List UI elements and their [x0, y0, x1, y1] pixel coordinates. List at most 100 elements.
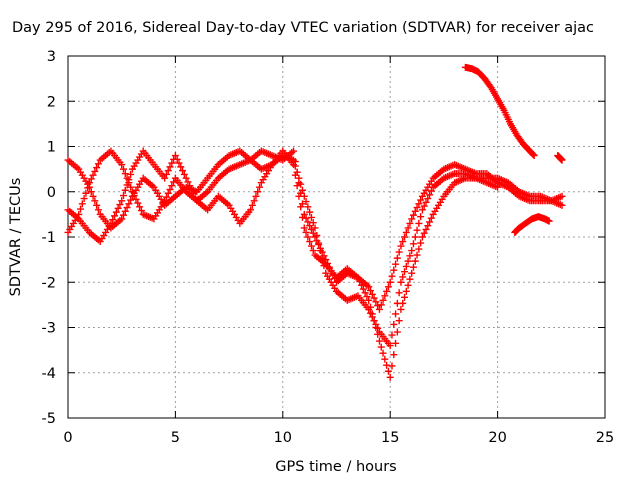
y-axis-label: SDTVAR / TECUs — [8, 178, 24, 297]
data-point-marker — [399, 273, 407, 281]
data-point-marker — [171, 152, 179, 160]
data-point-marker — [558, 192, 566, 200]
data-point-marker — [354, 274, 362, 282]
data-point-marker — [85, 179, 93, 187]
data-point-marker — [118, 215, 126, 223]
data-point-marker — [361, 289, 369, 297]
data-point-marker — [82, 189, 90, 197]
data-point-marker — [393, 254, 401, 262]
data-point-marker — [383, 287, 391, 295]
data-point-marker — [358, 281, 366, 289]
y-tick-label: -2 — [42, 275, 56, 291]
data-point-marker — [89, 171, 97, 179]
data-point-marker — [309, 247, 317, 255]
data-point-marker — [404, 224, 412, 232]
data-point-marker — [392, 310, 400, 318]
data-point-marker — [164, 189, 172, 197]
data-point-marker — [413, 251, 421, 259]
data-point-marker — [300, 224, 308, 232]
data-point-marker — [309, 229, 317, 237]
data-point-marker — [94, 206, 102, 214]
data-point-marker — [418, 233, 426, 241]
data-point-marker — [384, 283, 392, 291]
data-point-marker — [93, 201, 101, 209]
data-point-marker — [93, 164, 101, 172]
data-point-marker — [137, 207, 145, 215]
data-point-marker — [127, 170, 135, 178]
data-point-marker — [388, 362, 396, 370]
data-point-marker — [94, 160, 102, 168]
data-point-marker — [121, 207, 129, 215]
data-point-marker — [304, 233, 312, 241]
data-point-marker — [415, 200, 423, 208]
data-point-marker — [130, 192, 138, 200]
x-tick-label: 15 — [381, 430, 399, 446]
x-tick-label: 0 — [63, 430, 72, 446]
data-point-marker — [397, 305, 405, 313]
data-point-marker — [306, 238, 314, 246]
grid-lines — [68, 56, 605, 418]
data-point-marker — [166, 185, 174, 193]
data-point-marker — [426, 218, 434, 226]
data-point-marker — [77, 205, 85, 213]
data-point-marker — [390, 351, 398, 359]
data-point-marker — [170, 178, 178, 186]
y-tick-labels: -5 -4 -3 -2 -1 0 1 2 3 — [42, 49, 56, 427]
data-point-marker — [175, 159, 183, 167]
data-point-marker — [381, 355, 389, 363]
data-point-marker — [402, 287, 410, 295]
data-point-marker — [164, 167, 172, 175]
data-point-marker — [415, 245, 423, 253]
data-point-marker — [186, 182, 194, 190]
data-point-marker — [427, 214, 435, 222]
data-point-marker — [417, 213, 425, 221]
data-point-marker — [112, 208, 120, 216]
series-5 — [554, 152, 566, 164]
data-point-marker — [409, 263, 417, 271]
data-point-marker — [254, 188, 262, 196]
data-point-marker — [111, 212, 119, 220]
data-point-marker — [408, 269, 416, 277]
data-point-marker — [315, 239, 323, 247]
data-point-marker — [558, 156, 566, 164]
series-2 — [64, 147, 502, 381]
data-point-marker — [119, 192, 127, 200]
data-point-marker — [379, 349, 387, 357]
y-tick-label: 1 — [47, 140, 56, 156]
data-point-marker — [307, 213, 315, 221]
data-point-marker — [392, 339, 400, 347]
data-point-marker — [381, 292, 389, 300]
data-point-marker — [399, 299, 407, 307]
data-point-marker — [386, 373, 394, 381]
data-point-marker — [368, 310, 376, 318]
data-point-marker — [311, 224, 319, 232]
data-point-marker — [375, 305, 383, 313]
data-point-marker — [365, 283, 373, 291]
data-point-marker — [250, 197, 258, 205]
data-point-marker — [530, 152, 538, 160]
data-point-marker — [418, 206, 426, 214]
data-point-marker — [374, 330, 382, 338]
data-point-marker — [302, 228, 310, 236]
data-point-marker — [529, 151, 537, 159]
data-point-marker — [248, 201, 256, 209]
data-point-marker — [427, 187, 435, 195]
data-point-marker — [84, 184, 92, 192]
data-point-marker — [417, 196, 425, 204]
data-point-marker — [397, 242, 405, 250]
data-point-marker — [384, 367, 392, 375]
data-point-marker — [123, 204, 131, 212]
data-point-marker — [247, 206, 255, 214]
y-tick-label: -5 — [42, 411, 56, 427]
data-point-marker — [402, 262, 410, 270]
data-point-marker — [494, 183, 502, 191]
data-point-marker — [415, 219, 423, 227]
data-point-marker — [118, 161, 126, 169]
data-point-marker — [307, 225, 315, 233]
data-point-marker — [162, 170, 170, 178]
data-point-marker — [297, 203, 305, 211]
data-point-marker — [395, 289, 403, 297]
data-point-marker — [359, 285, 367, 293]
data-point-marker — [307, 242, 315, 250]
